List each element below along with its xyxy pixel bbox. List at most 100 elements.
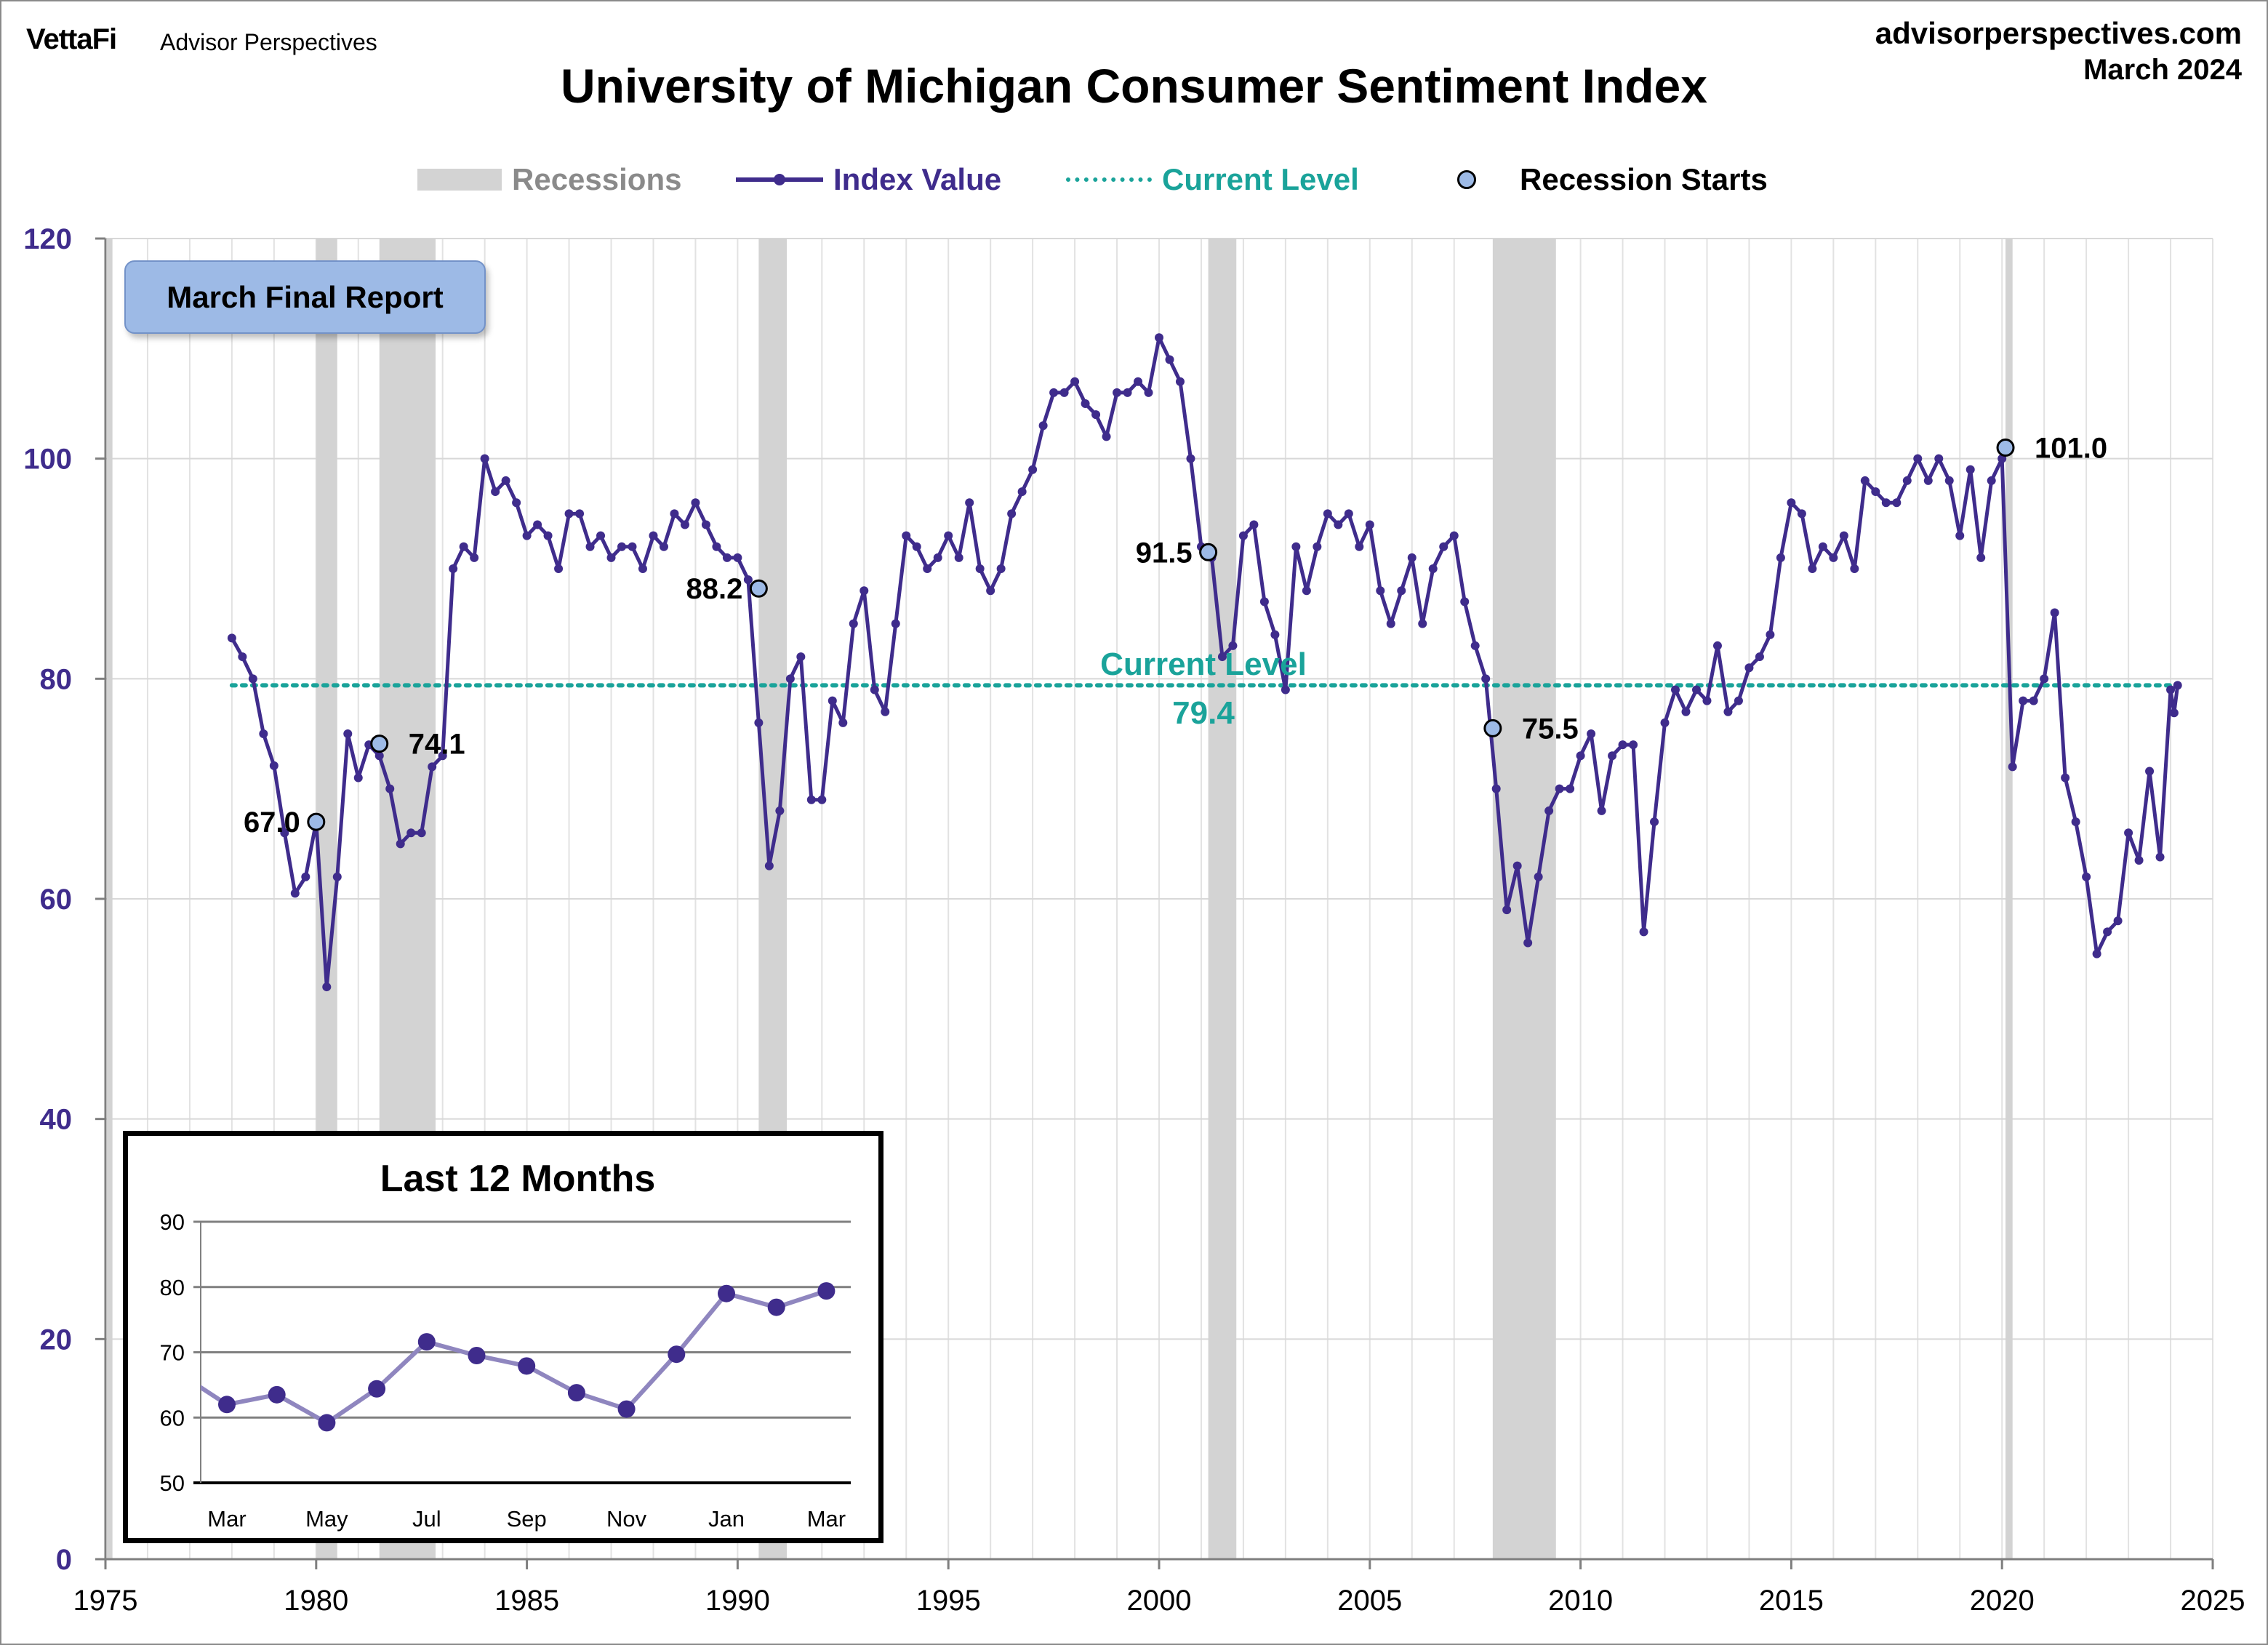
index-value-point xyxy=(1618,740,1627,750)
index-value-point xyxy=(1766,630,1775,639)
index-value-point xyxy=(1660,718,1670,727)
index-value-point xyxy=(912,542,921,551)
recession-start-label: 91.5 xyxy=(1136,537,1193,569)
index-value-point xyxy=(1681,707,1691,716)
index-value-point xyxy=(649,531,658,540)
index-value-point xyxy=(1113,388,1122,397)
index-value-point xyxy=(543,531,553,540)
index-value-point xyxy=(2071,817,2080,827)
index-value-point xyxy=(954,553,963,562)
index-value-point xyxy=(1755,652,1764,662)
index-value-point xyxy=(1017,487,1027,497)
index-value-point xyxy=(1470,641,1480,650)
axes: 0 20 40 60 80 100 120 1975 1980 1985 1990 1995 2000 2… xyxy=(23,223,2245,1617)
index-value-point xyxy=(1355,542,1364,551)
index-value-point xyxy=(1881,498,1891,508)
index-value-point xyxy=(806,795,816,804)
site-url: advisorperspectives.com xyxy=(1875,16,2242,50)
inset-x-tick-label: Mar xyxy=(807,1506,846,1532)
legend-recession-starts-label: Recession Starts xyxy=(1520,161,1768,196)
index-value-point xyxy=(975,564,985,573)
y-tick-label: 60 xyxy=(40,884,73,916)
inset-point xyxy=(767,1298,785,1316)
index-value-point xyxy=(2124,828,2133,838)
index-value-point xyxy=(1723,707,1733,716)
index-value-point xyxy=(322,982,332,992)
index-value-point xyxy=(1839,531,1848,540)
index-value-point xyxy=(1871,487,1880,497)
index-value-point xyxy=(1608,751,1617,761)
x-tick-label: 2020 xyxy=(1970,1585,2035,1617)
index-value-point xyxy=(2029,696,2038,705)
recession-band xyxy=(2005,239,2013,1559)
legend-index-value: Index Value xyxy=(736,160,1001,197)
recession-start-label: 74.1 xyxy=(409,729,465,761)
index-value-point xyxy=(238,652,247,662)
index-value-point xyxy=(923,564,932,573)
index-value-point xyxy=(965,498,974,508)
inset-gridlines: 50 60 70 80 90 Mar May Jul Sep Nov Jan Mar xyxy=(160,1209,851,1532)
index-value-point xyxy=(1439,542,1448,551)
index-value-point xyxy=(1186,454,1195,463)
index-value-point xyxy=(838,718,848,727)
index-value-point xyxy=(248,674,257,684)
index-value-point xyxy=(1744,663,1754,673)
inset-point xyxy=(617,1400,636,1418)
index-value-point xyxy=(1734,696,1743,705)
index-value-point xyxy=(2040,674,2049,684)
inset-y-tick-label: 80 xyxy=(160,1275,185,1300)
index-value-point xyxy=(491,487,500,497)
index-value-point xyxy=(1238,531,1248,540)
index-value-point xyxy=(290,889,300,898)
index-value-point xyxy=(2169,708,2179,718)
index-value-point xyxy=(891,619,900,628)
recession-start-marker xyxy=(749,579,768,598)
index-value-point xyxy=(1302,586,1311,596)
inset-series xyxy=(201,1282,836,1432)
index-value-point xyxy=(2166,685,2176,695)
index-value-point xyxy=(1281,685,1290,695)
index-value-point xyxy=(1976,553,1986,562)
index-value-point xyxy=(1987,476,1996,485)
index-value-point xyxy=(1691,685,1701,695)
current-level-label: Current Level xyxy=(1100,647,1307,682)
index-value-point xyxy=(259,729,268,738)
dotted-line-icon xyxy=(1066,177,1152,182)
y-tick-label: 80 xyxy=(40,663,73,695)
index-value-point xyxy=(1860,476,1870,485)
recession-start-marker xyxy=(1996,439,2015,457)
index-value-point xyxy=(712,542,721,551)
legend-recessions-label: Recessions xyxy=(512,161,682,196)
recession-start-marker xyxy=(307,812,326,831)
index-value-point xyxy=(859,586,869,596)
index-value-point xyxy=(933,553,942,562)
x-tick-label: 2000 xyxy=(1127,1585,1192,1617)
index-value-point xyxy=(1712,641,1722,650)
inset-x-tick-label: Jan xyxy=(708,1506,745,1532)
index-value-point xyxy=(512,498,521,508)
index-value-point xyxy=(1155,333,1163,343)
x-tick-label: 2005 xyxy=(1337,1585,1402,1617)
y-tick-label: 40 xyxy=(40,1104,73,1136)
index-value-point xyxy=(1007,509,1017,519)
index-value-point xyxy=(1629,740,1638,750)
inset-x-tick-label: May xyxy=(305,1506,348,1532)
index-value-point xyxy=(1502,905,1512,915)
index-value-point xyxy=(1650,817,1659,827)
index-value-point xyxy=(701,520,710,529)
index-value-point xyxy=(1070,377,1080,386)
index-value-point xyxy=(1028,465,1038,474)
x-tick-label: 2015 xyxy=(1759,1585,1824,1617)
index-value-point xyxy=(1059,388,1069,397)
index-value-point xyxy=(1892,498,1902,508)
index-value-point xyxy=(343,729,353,738)
inset-y-tick-label: 70 xyxy=(160,1340,185,1366)
index-value-point xyxy=(1175,377,1185,386)
index-value-point xyxy=(585,542,595,551)
index-value-point xyxy=(438,751,447,761)
legend-current-level: Current Level xyxy=(1066,160,1359,197)
recession-start-label: 75.5 xyxy=(1522,713,1579,745)
index-value-point xyxy=(1291,542,1301,551)
